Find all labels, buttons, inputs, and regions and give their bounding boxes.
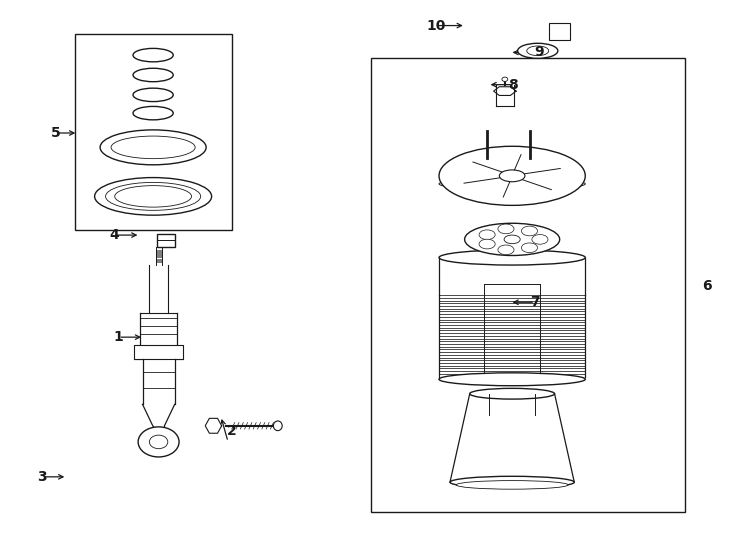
Ellipse shape — [115, 186, 192, 207]
Ellipse shape — [439, 178, 585, 190]
Ellipse shape — [479, 230, 495, 240]
Text: 3: 3 — [37, 470, 46, 484]
Ellipse shape — [465, 223, 560, 255]
Ellipse shape — [439, 373, 585, 386]
Ellipse shape — [95, 178, 211, 215]
Ellipse shape — [450, 476, 574, 488]
Ellipse shape — [439, 250, 585, 265]
Ellipse shape — [527, 46, 549, 56]
Ellipse shape — [133, 88, 173, 102]
Ellipse shape — [106, 183, 200, 211]
Text: 5: 5 — [51, 126, 61, 140]
Text: 6: 6 — [702, 279, 712, 293]
Ellipse shape — [498, 245, 514, 255]
Polygon shape — [206, 418, 222, 433]
Ellipse shape — [133, 68, 173, 82]
Ellipse shape — [521, 243, 537, 253]
Bar — [75, 33, 232, 229]
Ellipse shape — [457, 481, 568, 489]
Text: 9: 9 — [534, 45, 544, 59]
Ellipse shape — [479, 239, 495, 249]
Ellipse shape — [133, 49, 173, 62]
Bar — [371, 58, 685, 512]
Polygon shape — [494, 87, 516, 96]
Bar — [134, 345, 183, 359]
Ellipse shape — [111, 136, 195, 159]
Ellipse shape — [504, 235, 520, 244]
Ellipse shape — [470, 388, 555, 399]
Ellipse shape — [532, 234, 548, 244]
Ellipse shape — [150, 435, 168, 449]
Bar — [157, 234, 175, 247]
Ellipse shape — [499, 170, 525, 182]
Ellipse shape — [273, 421, 282, 430]
Text: 8: 8 — [509, 78, 518, 92]
Ellipse shape — [521, 226, 537, 236]
Text: 4: 4 — [110, 228, 120, 242]
Text: 2: 2 — [227, 424, 236, 438]
Ellipse shape — [502, 77, 508, 82]
Ellipse shape — [517, 43, 558, 58]
Text: 7: 7 — [531, 295, 540, 309]
Bar — [550, 23, 570, 39]
Ellipse shape — [100, 130, 206, 165]
Ellipse shape — [439, 146, 585, 205]
Ellipse shape — [138, 427, 179, 457]
Ellipse shape — [133, 106, 173, 120]
Text: 10: 10 — [426, 18, 446, 32]
Text: 1: 1 — [114, 330, 123, 344]
Ellipse shape — [498, 224, 514, 234]
